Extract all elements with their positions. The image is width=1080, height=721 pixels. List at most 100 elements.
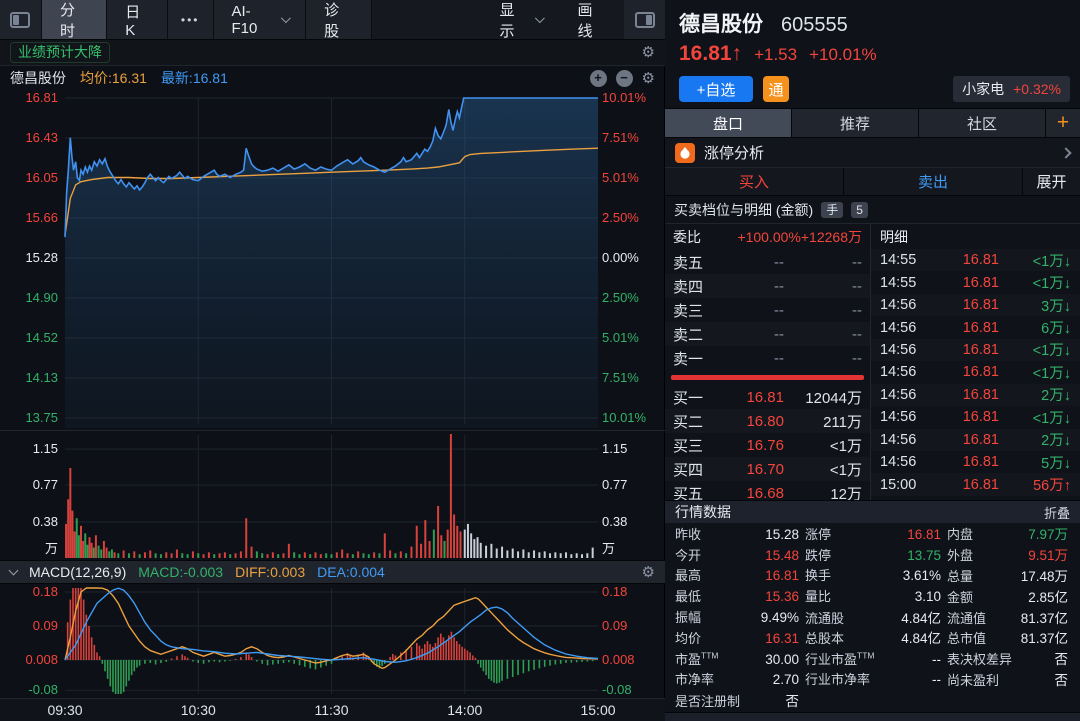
quote-data-title: 行情数据 — [675, 504, 731, 520]
detail-row-9: 14:56 16.81 5万↓ — [871, 451, 1080, 473]
quote-field-r6c2: 表决权差异 否 — [941, 648, 1074, 668]
limit-up-analysis-row[interactable]: 涨停分析 — [665, 138, 1080, 168]
pct-axis-tick: 10.01% — [602, 410, 647, 425]
toolbar-right-label-0: 显示 — [499, 1, 515, 40]
ask-amount: -- — [852, 277, 862, 295]
levels-count-badge[interactable]: 5 — [851, 201, 868, 218]
bid-row-3[interactable]: 买三 16.76 <1万 — [665, 433, 870, 457]
ask-level-label: 卖二 — [673, 326, 704, 344]
trade-time: 14:56 — [880, 386, 917, 403]
detail-title: 明细 — [880, 228, 908, 245]
quote-pane: 德昌股份 605555 16.81↑ +1.53 +10.01% +自选 通 小… — [665, 0, 1080, 721]
quote-field-r6c0: 市盈TTM 30.00 — [675, 649, 799, 668]
sector-badge[interactable]: 小家电 +0.32% — [953, 76, 1070, 102]
weibi-value: +100.00%+12268万 — [737, 229, 862, 245]
quote-value: 7.97万 — [1028, 527, 1068, 543]
collapse-button[interactable]: 折叠 — [1043, 505, 1070, 521]
quote-value: 17.48万 — [1020, 568, 1068, 584]
bid-level-label: 买五 — [673, 485, 704, 503]
trade-bar: 买入 卖出 展开 — [665, 168, 1080, 196]
bid-level-label: 买四 — [673, 461, 704, 479]
trade-price: 16.81 — [962, 341, 999, 358]
news-settings-gear-icon[interactable]: ⚙ — [641, 44, 655, 61]
quote-value: 30.00 — [765, 651, 799, 667]
news-link[interactable]: 业绩预计大降 — [10, 42, 110, 63]
toolbar-tab-label-3: AI-F10 — [231, 2, 258, 37]
quote-label: 行业市净率 — [805, 672, 871, 688]
quote-field-r7c2: 尚未盈利 否 — [941, 669, 1074, 689]
expand-button[interactable]: 展开 — [1022, 168, 1080, 195]
add-watchlist-button[interactable]: +自选 — [679, 76, 753, 102]
quote-value: 4.84亿 — [901, 610, 941, 626]
macd-collapse-chevron-icon[interactable] — [8, 565, 19, 575]
quote-value: -- — [932, 651, 941, 667]
price-axis-tick: 14.90 — [25, 290, 58, 305]
panel-left-toggle-button[interactable] — [0, 0, 41, 39]
macd-axis-tick: -0.08 — [28, 682, 58, 698]
ask-row-5[interactable]: 卖五 -- -- — [665, 250, 870, 274]
volume-axis-tick: 0.38 — [602, 514, 628, 529]
ask-price: -- — [774, 349, 784, 367]
quote-value: 9.51万 — [1028, 548, 1068, 564]
toolbar-tab-0[interactable]: 分时 — [40, 0, 107, 40]
volume-chart[interactable]: 1.15 1.15 0.77 0.77 0.38 0.38 万 万 — [0, 430, 665, 560]
limit-up-analysis-icon — [675, 142, 695, 163]
quote-field-r4c1: 流通股 4.84亿 — [799, 607, 941, 627]
price-axis-tick: 13.75 — [25, 410, 58, 425]
sell-tab[interactable]: 卖出 — [843, 168, 1022, 195]
stock-price-row: 16.81↑ +1.53 +10.01% — [679, 42, 877, 66]
bid-row-5[interactable]: 买五 16.68 12万 — [665, 481, 870, 505]
unit-hand-badge[interactable]: 手 — [821, 201, 844, 218]
price-axis-tick: 14.13 — [25, 370, 58, 385]
price-axis-tick: 16.43 — [25, 130, 58, 145]
add-tab-button[interactable]: + — [1046, 109, 1080, 137]
ask-amount: -- — [852, 325, 862, 343]
ask-row-3[interactable]: 卖三 -- -- — [665, 298, 870, 322]
ask-level-label: 卖三 — [673, 302, 704, 320]
ask-row-2[interactable]: 卖二 -- -- — [665, 322, 870, 346]
panel-left-icon — [10, 11, 31, 28]
panel-right-icon — [634, 11, 655, 28]
toolbar-tab-3[interactable]: AI-F10 — [212, 0, 306, 39]
panel-right-toggle-button[interactable] — [624, 0, 665, 39]
ask-row-1[interactable]: 卖一 -- -- — [665, 346, 870, 370]
panel-tab-1[interactable]: 推荐 — [792, 109, 919, 137]
quote-row-7: 市净率 2.70 行业市净率 -- 尚未盈利 否 — [665, 669, 1080, 690]
macd-indicator-label[interactable]: MACD(12,26,9) — [29, 564, 127, 580]
bid-amount: <1万 — [829, 461, 862, 479]
toolbar-tab-2[interactable]: ••• — [166, 0, 213, 39]
toolbar-tab-1[interactable]: 日K — [106, 0, 167, 39]
panel-tab-0[interactable]: 盘口 — [665, 109, 792, 137]
panel-tab-2[interactable]: 社区 — [919, 109, 1046, 137]
macd-settings-gear-icon[interactable]: ⚙ — [641, 563, 655, 581]
quote-field-r7c1: 行业市净率 -- — [799, 669, 941, 688]
ask-row-4[interactable]: 卖四 -- -- — [665, 274, 870, 298]
ask-price: -- — [774, 301, 784, 319]
dea-value: DEA:0.004 — [317, 564, 385, 580]
zoom-in-icon[interactable]: + — [589, 69, 607, 87]
zoom-out-icon[interactable]: − — [615, 69, 633, 87]
toolbar-tab-4[interactable]: 诊股 — [305, 0, 370, 40]
stock-code: 605555 — [781, 14, 848, 36]
toolbar-right-tab-1[interactable]: 画线 — [559, 0, 624, 40]
quote-value: 3.10 — [914, 589, 941, 605]
bid-row-4[interactable]: 买四 16.70 <1万 — [665, 457, 870, 481]
bid-level-label: 买二 — [673, 413, 704, 431]
chart-settings-gear-icon[interactable]: ⚙ — [641, 69, 655, 87]
quote-label: 今开 — [675, 547, 702, 563]
detail-row-8: 14:56 16.81 2万↓ — [871, 429, 1080, 451]
trade-price: 16.81 — [962, 386, 999, 403]
bid-row-2[interactable]: 买二 16.80 211万 — [665, 409, 870, 433]
macd-chart[interactable]: 0.18 0.18 0.09 0.09 0.008 0.008 -0.08 -0.08 — [0, 584, 665, 698]
bid-price: 16.81 — [746, 388, 784, 406]
quote-field-r5c2: 总市值 81.37亿 — [941, 627, 1074, 647]
intraday-price-chart[interactable]: 16.81 16.43 16.05 15.66 15.28 14.90 14.52 14.13… — [0, 90, 665, 430]
toolbar-right-tab-0[interactable]: 显示 — [482, 0, 560, 40]
ask-level-label: 卖五 — [673, 254, 704, 272]
bid-amount: 211万 — [823, 413, 862, 431]
toolbar-right-label-1: 画线 — [577, 1, 593, 40]
trade-detail-list[interactable]: 明细 14:55 16.81 <1万↓ 14:55 16.81 <1万↓ 14:56 16.8… — [870, 224, 1080, 500]
buy-tab[interactable]: 买入 — [738, 174, 769, 191]
trade-volume: <1万↓ — [1032, 276, 1071, 293]
bid-row-1[interactable]: 买一 16.81 12044万 — [665, 385, 870, 409]
